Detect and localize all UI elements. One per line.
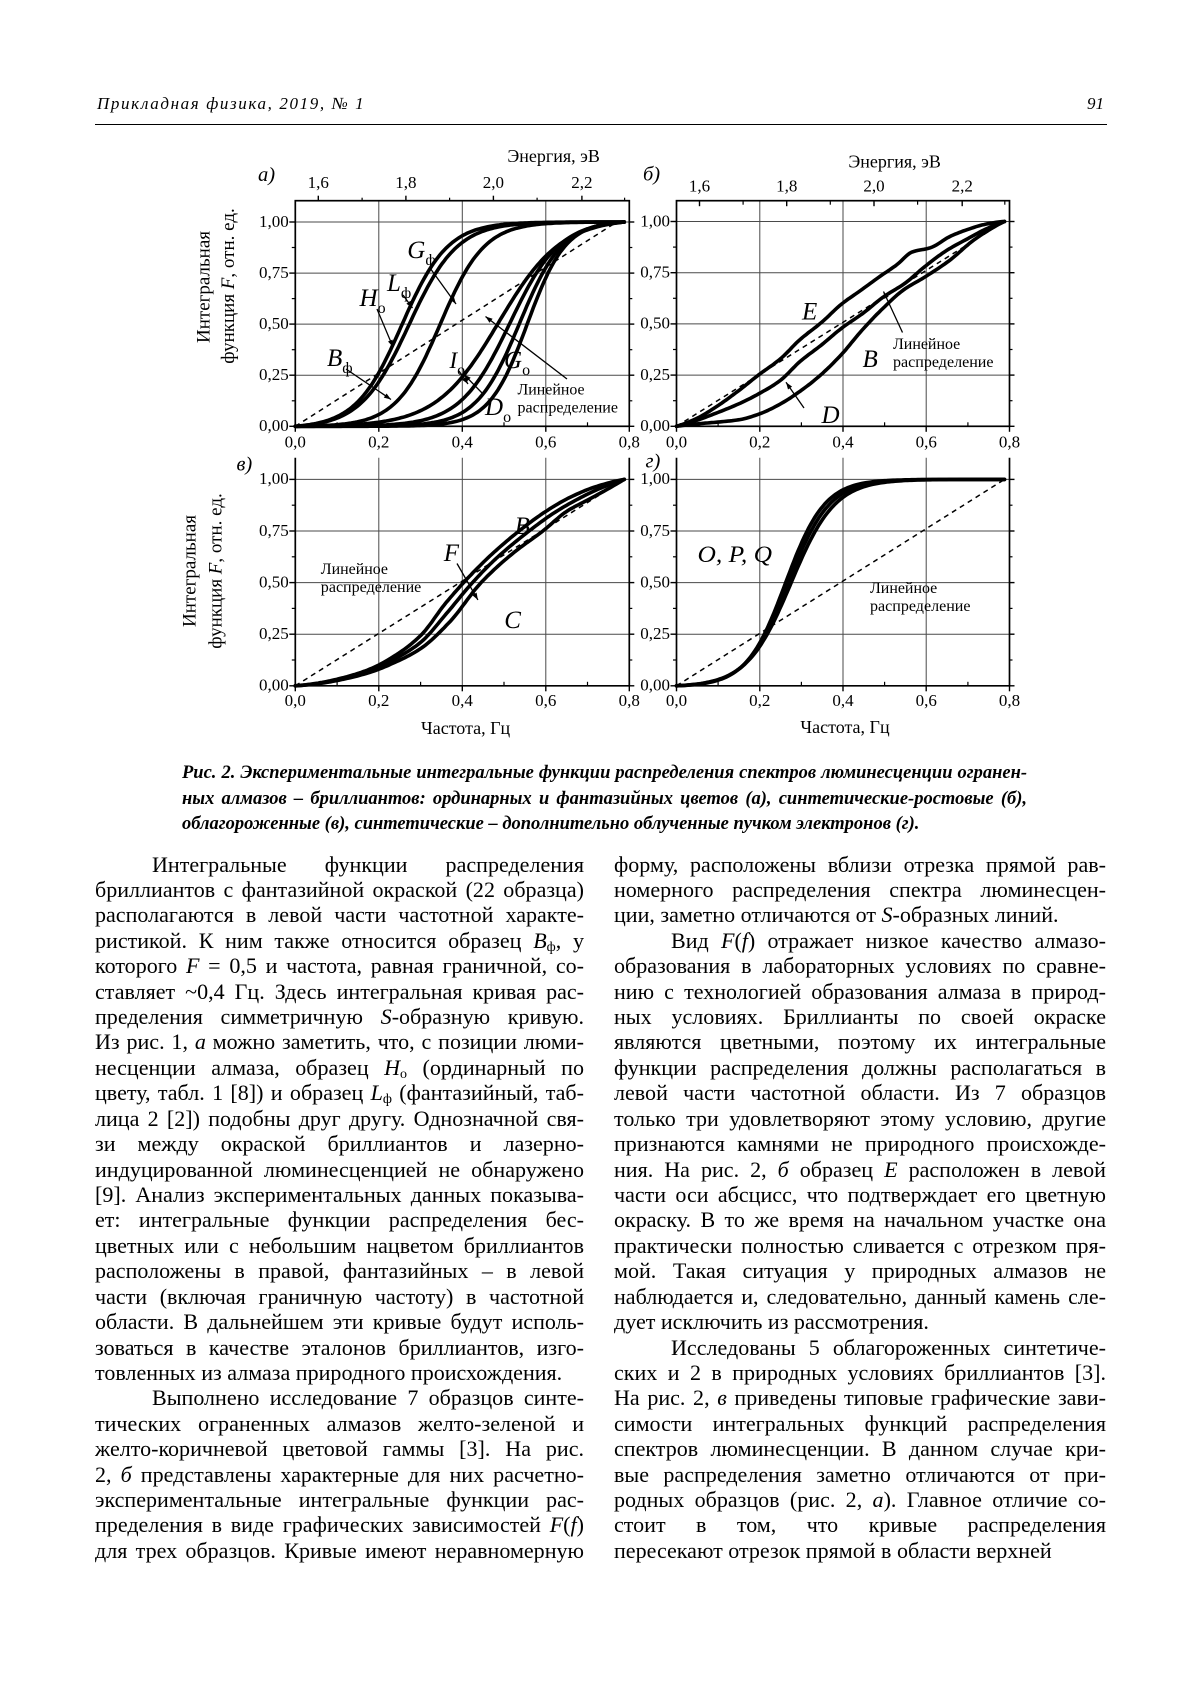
svg-text:0,0: 0,0 — [666, 691, 687, 710]
svg-text:0,75: 0,75 — [259, 263, 289, 282]
svg-text:Энергия, эВ: Энергия, эВ — [507, 146, 600, 166]
svg-text:0,0: 0,0 — [285, 433, 306, 452]
svg-text:Интегральная: Интегральная — [180, 515, 201, 627]
svg-text:распределение: распределение — [870, 596, 971, 615]
svg-text:0,75: 0,75 — [259, 521, 289, 540]
svg-text:распределение: распределение — [893, 352, 994, 371]
svg-text:0,50: 0,50 — [640, 572, 670, 591]
svg-text:0,25: 0,25 — [640, 624, 670, 643]
svg-text:0,8: 0,8 — [619, 691, 640, 710]
svg-text:а): а) — [258, 164, 275, 186]
svg-text:2,0: 2,0 — [483, 173, 504, 192]
svg-text:2,2: 2,2 — [571, 173, 592, 192]
svg-text:1,00: 1,00 — [259, 212, 289, 231]
svg-text:0,8: 0,8 — [999, 691, 1020, 710]
svg-text:Интегральная: Интегральная — [194, 231, 215, 343]
svg-text:1,00: 1,00 — [640, 469, 670, 488]
svg-text:Энергия, эВ: Энергия, эВ — [848, 152, 941, 172]
svg-text:F: F — [443, 540, 460, 567]
svg-text:1,00: 1,00 — [259, 469, 289, 488]
svg-text:0,4: 0,4 — [832, 691, 854, 710]
svg-text:Bф: Bф — [327, 345, 353, 377]
svg-text:E: E — [801, 299, 817, 326]
svg-text:0,50: 0,50 — [259, 572, 289, 591]
svg-text:0,25: 0,25 — [259, 365, 289, 384]
svg-text:0,8: 0,8 — [999, 433, 1020, 452]
svg-text:0,50: 0,50 — [640, 314, 670, 333]
svg-text:Линейное: Линейное — [518, 380, 585, 399]
svg-text:0,75: 0,75 — [640, 263, 670, 282]
svg-text:0,4: 0,4 — [452, 691, 474, 710]
svg-text:в): в) — [237, 454, 253, 476]
svg-text:0,2: 0,2 — [368, 691, 389, 710]
svg-text:0,2: 0,2 — [749, 691, 770, 710]
svg-text:Частота, Гц: Частота, Гц — [800, 717, 890, 737]
svg-text:распределение: распределение — [518, 398, 619, 417]
svg-text:0,4: 0,4 — [452, 433, 474, 452]
svg-text:Линейное: Линейное — [321, 559, 388, 578]
svg-text:2,0: 2,0 — [863, 177, 884, 196]
svg-text:0,6: 0,6 — [535, 433, 556, 452]
svg-text:Dо: Dо — [484, 394, 511, 426]
svg-text:0,2: 0,2 — [749, 433, 770, 452]
svg-text:O, P, Q: O, P, Q — [698, 542, 773, 567]
svg-text:C: C — [504, 607, 521, 634]
svg-text:0,4: 0,4 — [832, 433, 854, 452]
svg-text:функция F, отн. ед.: функция F, отн. ед. — [218, 208, 239, 364]
svg-text:0,00: 0,00 — [259, 676, 289, 695]
svg-text:0,00: 0,00 — [640, 416, 670, 435]
svg-text:1,8: 1,8 — [776, 177, 797, 196]
svg-text:распределение: распределение — [321, 577, 422, 596]
svg-text:0,0: 0,0 — [285, 691, 306, 710]
svg-text:0,50: 0,50 — [259, 314, 289, 333]
svg-text:Частота, Гц: Частота, Гц — [421, 718, 511, 738]
svg-text:0,75: 0,75 — [640, 521, 670, 540]
svg-text:б): б) — [643, 164, 660, 186]
svg-text:B: B — [515, 513, 530, 540]
svg-text:0,6: 0,6 — [535, 691, 556, 710]
svg-text:0,0: 0,0 — [666, 433, 687, 452]
svg-text:0,2: 0,2 — [368, 433, 389, 452]
svg-text:0,8: 0,8 — [619, 433, 640, 452]
svg-text:0,6: 0,6 — [916, 433, 937, 452]
svg-text:0,25: 0,25 — [259, 624, 289, 643]
svg-text:Hо: Hо — [359, 285, 386, 317]
svg-text:0,25: 0,25 — [640, 365, 670, 384]
svg-text:1,6: 1,6 — [308, 173, 329, 192]
svg-text:2,2: 2,2 — [952, 177, 973, 196]
svg-text:Линейное: Линейное — [893, 334, 960, 353]
svg-text:0,00: 0,00 — [640, 676, 670, 695]
svg-text:г): г) — [646, 451, 661, 473]
svg-text:1,00: 1,00 — [640, 211, 670, 230]
svg-text:0,6: 0,6 — [916, 691, 937, 710]
svg-text:1,8: 1,8 — [395, 173, 416, 192]
svg-text:Lф: Lф — [386, 270, 411, 302]
svg-text:Линейное: Линейное — [870, 578, 937, 597]
svg-text:1,6: 1,6 — [689, 177, 710, 196]
svg-text:D: D — [821, 402, 840, 429]
svg-text:функция F, отн. ед.: функция F, отн. ед. — [205, 493, 226, 649]
svg-text:Gф: Gф — [407, 237, 435, 269]
svg-text:B: B — [863, 346, 878, 373]
svg-text:0,00: 0,00 — [259, 416, 289, 435]
